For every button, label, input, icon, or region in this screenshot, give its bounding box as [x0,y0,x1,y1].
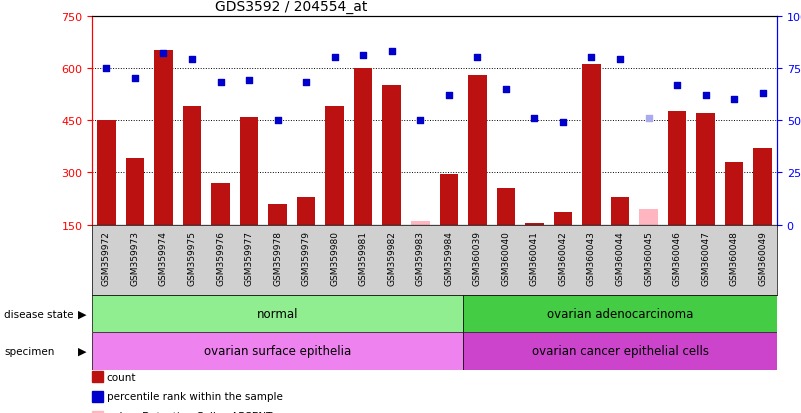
Text: GSM359981: GSM359981 [359,231,368,285]
Point [585,55,598,62]
Text: GSM359983: GSM359983 [416,231,425,285]
Text: GSM360047: GSM360047 [701,231,710,285]
Point [670,82,683,89]
Bar [440,175,458,225]
Text: count: count [107,372,136,382]
Point [528,115,541,122]
Point [500,86,513,93]
Text: ovarian cancer epithelial cells: ovarian cancer epithelial cells [532,344,709,358]
Text: GSM360045: GSM360045 [644,231,653,285]
Bar [468,76,487,225]
Text: GSM359977: GSM359977 [244,231,254,285]
Text: GSM360040: GSM360040 [501,231,510,285]
Point [272,117,284,124]
Text: percentile rank within the sample: percentile rank within the sample [107,392,283,401]
Text: GSM360048: GSM360048 [730,231,739,285]
Bar [497,189,515,225]
Text: ▶: ▶ [78,346,87,356]
Text: specimen: specimen [4,346,54,356]
Bar [463,295,777,332]
Bar [582,65,601,225]
Text: GSM359982: GSM359982 [387,231,396,285]
Point [128,76,141,83]
Bar [463,332,777,370]
Bar [325,107,344,225]
Bar [553,213,572,225]
Bar [211,183,230,225]
Bar [668,112,686,225]
Text: GSM359979: GSM359979 [302,231,311,285]
Point [699,93,712,99]
Text: normal: normal [257,307,298,320]
Text: GSM359975: GSM359975 [187,231,196,285]
Bar [354,69,372,225]
Text: GSM359978: GSM359978 [273,231,282,285]
Text: GSM360042: GSM360042 [558,231,567,285]
Bar [97,121,115,225]
Text: disease state: disease state [4,309,74,319]
Bar [610,197,630,225]
Bar [154,51,173,225]
Bar [268,204,287,225]
Text: ▶: ▶ [78,309,87,319]
Bar [382,86,401,225]
Point [642,115,655,122]
Bar [92,332,463,370]
Point [414,117,427,124]
Point [214,80,227,87]
Bar [239,117,259,225]
Bar [725,162,743,225]
Text: GSM359984: GSM359984 [445,231,453,285]
Text: GDS3592 / 204554_at: GDS3592 / 204554_at [215,0,368,14]
Point [300,80,312,87]
Point [157,51,170,57]
Text: GSM360044: GSM360044 [615,231,625,285]
Text: value, Detection Call = ABSENT: value, Detection Call = ABSENT [107,411,272,413]
Bar [639,209,658,225]
Point [557,120,570,126]
Point [728,97,741,103]
Point [186,57,199,64]
Bar [525,223,544,225]
Bar [411,222,429,225]
Text: ovarian surface epithelia: ovarian surface epithelia [204,344,351,358]
Point [328,55,341,62]
Point [471,55,484,62]
Bar [696,114,715,225]
Point [442,93,455,99]
Point [100,65,113,72]
Text: GSM359972: GSM359972 [102,231,111,285]
Bar [297,197,316,225]
Bar [126,159,144,225]
Bar [754,149,772,225]
Point [356,53,369,59]
Text: GSM359976: GSM359976 [216,231,225,285]
Point [756,90,769,97]
Text: GSM360049: GSM360049 [759,231,767,285]
Bar [92,295,463,332]
Text: ovarian adenocarcinoma: ovarian adenocarcinoma [547,307,693,320]
Bar [183,107,201,225]
Point [614,57,626,64]
Text: GSM359973: GSM359973 [131,231,139,285]
Text: GSM360041: GSM360041 [530,231,539,285]
Text: GSM359974: GSM359974 [159,231,168,285]
Text: GSM360043: GSM360043 [587,231,596,285]
Point [385,49,398,55]
Text: GSM359980: GSM359980 [330,231,339,285]
Text: GSM360046: GSM360046 [673,231,682,285]
Point [243,78,256,85]
Text: GSM360039: GSM360039 [473,231,482,285]
